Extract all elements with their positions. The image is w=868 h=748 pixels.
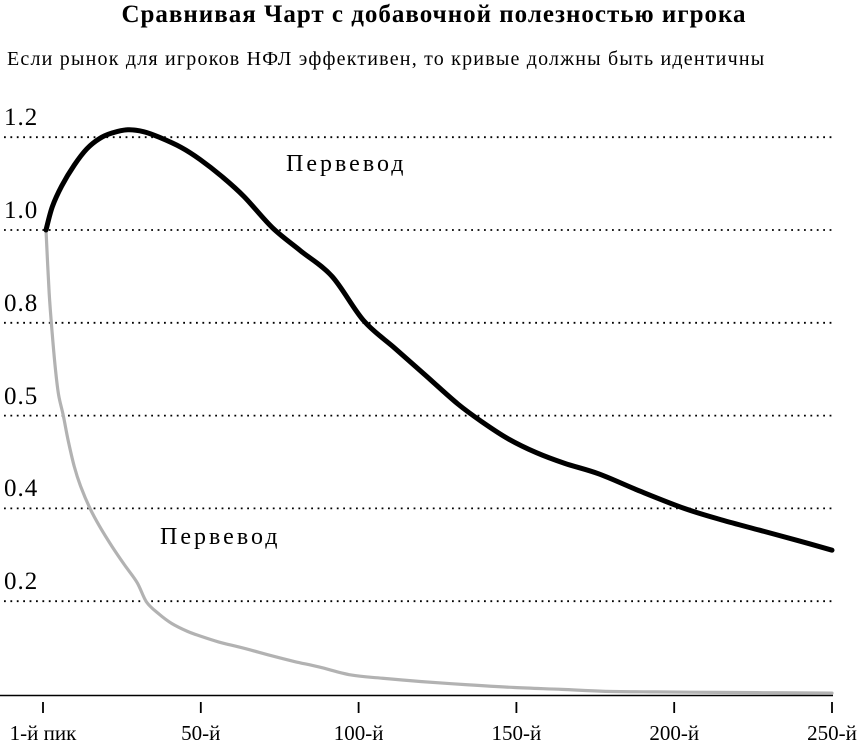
y-tick-label: 0.2 [4,568,39,596]
y-tick-label: 0.5 [4,382,39,410]
x-tick-label: 1-й пик [9,721,77,745]
upper-curve [43,127,835,553]
upper-curve-label: Первевод [286,151,407,177]
chart-subtitle: Если рынок для игроков НФЛ эффективен, т… [7,48,766,70]
x-tick-label: 150-й [491,721,542,745]
lower-curve-label: Первевод [160,524,281,550]
y-tick-label: 0.4 [4,475,39,503]
y-tick-label: 0.8 [4,289,39,317]
x-tick-label: 200-й [649,721,700,745]
x-tick-label: 50-й [181,721,221,745]
y-tick-label: 1.2 [4,104,39,132]
lower-curve [44,228,834,695]
chart-title: Сравнивая Чарт с добавочной полезностью … [121,1,747,28]
x-tick-label: 250-й [807,721,857,745]
x-tick-label: 100-й [333,721,384,745]
y-tick-label: 1.0 [4,197,39,224]
